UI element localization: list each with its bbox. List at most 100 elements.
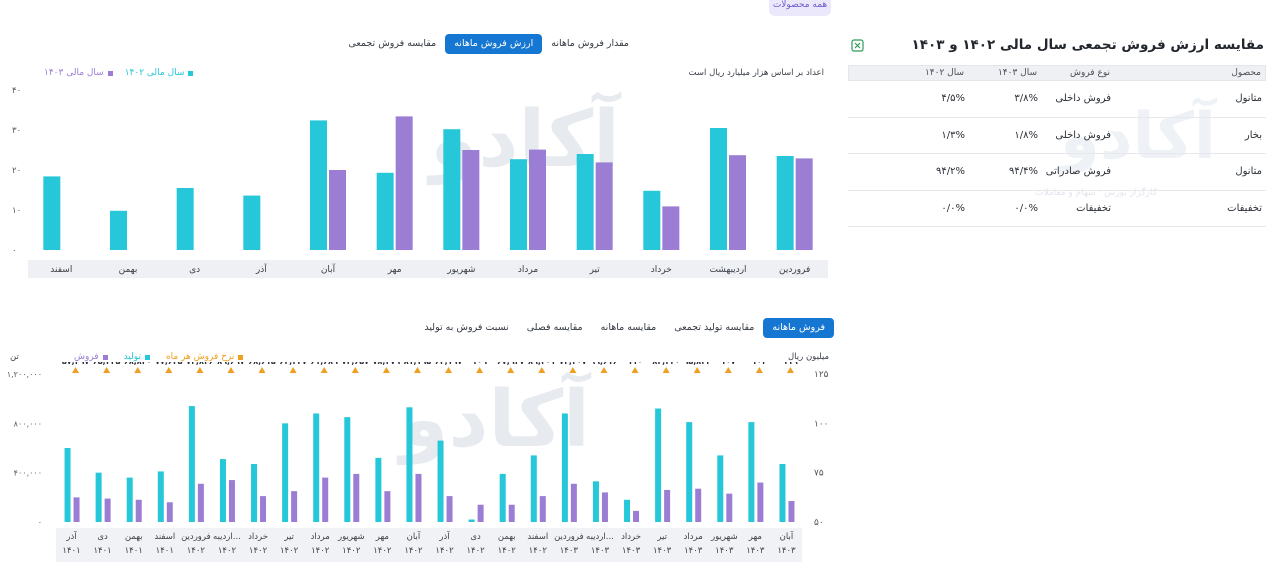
bar-1403: [729, 155, 746, 250]
header-product: محصول: [1231, 68, 1261, 78]
summary-title: مقایسه ارزش فروش تجمعی سال مالی ۱۴۰۲ و ۱…: [911, 37, 1264, 53]
bar-1403: [462, 150, 480, 250]
bar-1402: [643, 190, 661, 250]
monthly-sales-value-chart: ۰ ۱۰ ۲۰ ۳۰ ۴۰ فروردین اردیبهشت خرداد تیر مرداد شهر…: [12, 86, 828, 278]
x-tick-label: مرداد: [518, 265, 538, 275]
x-tick-month: اسفند: [154, 532, 175, 542]
x-tick-year: ۱۴۰۱: [62, 546, 80, 556]
x-tick-year: ۱۴۰۳: [653, 546, 672, 556]
bar-sales: [135, 499, 142, 522]
bar-sales: [322, 477, 329, 522]
bar-sales: [539, 496, 546, 522]
legend-label-rate: نرخ فروش هر ماه: [165, 352, 235, 362]
y-tick-label: ۰: [12, 246, 17, 256]
tab-monthly-compare[interactable]: مقایسه ماهانه: [600, 322, 657, 333]
table-row: متانول فروش داخلی ۳/۸% ۴/۵%: [848, 81, 1266, 118]
rate-data-label: ۸۹,۲۰۱: [528, 362, 555, 366]
x-tick-month: دی: [470, 532, 481, 542]
tab-cumulative-sales-compare[interactable]: مقایسه فروش تجمعی: [348, 38, 437, 49]
x-tick-year: ۱۴۰۲: [529, 546, 548, 556]
rate-marker: [755, 367, 763, 373]
rate-marker: [445, 367, 453, 373]
bar-sales: [228, 480, 235, 522]
y-tick-label: ۲۰: [12, 166, 21, 176]
rate-marker: [227, 367, 235, 373]
bar-sales: [788, 501, 795, 522]
legend-item-rate[interactable]: نرخ فروش هر ماه: [165, 352, 244, 362]
x-tick-month: اسفند: [527, 532, 548, 542]
cell-sale-type: فروش داخلی: [1055, 129, 1111, 141]
bar-production: [251, 464, 258, 522]
chart2-tabs: فروش ماهانه مقایسه تولید تجمعی مقایسه ما…: [415, 318, 834, 338]
bar-sales: [197, 483, 204, 522]
bar-production: [686, 422, 693, 522]
legend-item-sales[interactable]: فروش: [74, 352, 108, 362]
rate-marker: [724, 367, 732, 373]
y-right-tick-label: ۱۰۰: [814, 419, 829, 429]
rate-marker: [382, 367, 390, 373]
x-tick-label: تیر: [589, 265, 601, 275]
all-products-chip[interactable]: همه محصولات: [769, 0, 831, 16]
tab-cumulative-production[interactable]: مقایسه تولید تجمعی: [674, 322, 755, 333]
rate-data-label: ۷۲,۶۵۷: [342, 362, 370, 366]
bar-sales: [260, 496, 267, 522]
x-tick-year: ۱۴۰۲: [249, 546, 268, 556]
x-tick-month: بهمن: [125, 532, 143, 542]
bar-sales: [508, 504, 515, 522]
tab-sales-to-production[interactable]: نسبت فروش به تولید: [424, 322, 509, 333]
x-tick-year: ۱۴۰۱: [125, 546, 143, 556]
x-tick-year: ۱۴۰۲: [498, 546, 517, 556]
x-tick-month: مهر: [748, 532, 762, 542]
rate-data-label: ۹۵,۸۲۳: [683, 362, 711, 366]
bar-1402: [376, 172, 394, 250]
bar-1402: [176, 188, 194, 250]
x-tick-label: شهریور: [446, 265, 475, 275]
y-tick-label: ۴۰: [12, 86, 21, 96]
tab-seasonal-compare[interactable]: مقایسه فصلی: [526, 322, 583, 333]
y-left-tick-label: ۱,۲۰۰,۰۰۰: [7, 370, 42, 379]
x-tick-year: ۱۴۰۲: [218, 546, 237, 556]
x-tick-month: فروردین: [554, 532, 584, 542]
x-tick-month: شهریور: [337, 532, 365, 542]
rate-data-label: ۶۴,۱۹۷: [435, 362, 463, 366]
header-year-1402: سال ۱۴۰۲: [924, 68, 964, 78]
chart1-tabs: مقدار فروش ماهانه ارزش فروش ماهانه مقایس…: [339, 34, 638, 54]
rate-marker: [351, 367, 359, 373]
x-axis-band: [56, 528, 802, 562]
cell-product: بخار: [1244, 129, 1262, 141]
bar-1402: [310, 120, 327, 251]
table-row: متانول فروش صادراتی ۹۴/۴% ۹۴/۲%: [848, 154, 1266, 191]
rate-marker: [600, 367, 608, 373]
header-year-1403: سال ۱۴۰۳: [997, 68, 1037, 78]
bar-sales: [415, 473, 422, 522]
bar-1403: [595, 162, 613, 250]
x-tick-label: فروردین: [779, 265, 810, 275]
x-tick-label: بهمن: [119, 265, 138, 275]
x-tick-month: آذر: [438, 530, 450, 542]
tab-monthly-sales-value[interactable]: ارزش فروش ماهانه: [445, 34, 543, 54]
rate-marker: [165, 367, 173, 373]
tab-monthly-sales[interactable]: فروش ماهانه: [763, 318, 834, 338]
x-tick-year: ۱۴۰۲: [187, 546, 206, 556]
legend-item-1402[interactable]: سال مالی ۱۴۰۲: [125, 68, 194, 78]
rate-data-label: ۱۱۹: [783, 362, 798, 366]
legend-item-1403[interactable]: سال مالی ۱۴۰۳: [44, 68, 113, 78]
x-tick-month: مرداد: [684, 532, 703, 542]
tab-monthly-sales-amount[interactable]: مقدار فروش ماهانه: [551, 38, 629, 49]
bar-sales: [446, 496, 453, 522]
x-tick-year: ۱۴۰۲: [466, 546, 485, 556]
bar-sales: [664, 489, 671, 522]
rate-data-label: ۹۹,۶۱۶: [590, 362, 618, 366]
x-tick-month: تیر: [656, 532, 667, 542]
bar-production: [592, 481, 599, 522]
x-tick-year: ۱۴۰۳: [777, 546, 796, 556]
bar-production: [126, 477, 133, 522]
chart2-unit-right: میلیون ریال: [788, 352, 830, 362]
cell-year-1403: ۳/۸%: [1014, 93, 1038, 105]
legend-item-production[interactable]: تولید: [124, 352, 150, 362]
excel-icon[interactable]: [850, 38, 864, 52]
rate-marker: [786, 367, 794, 373]
legend-swatch-teal: [144, 354, 150, 360]
chart2-unit-left: تن: [10, 352, 19, 362]
bar-production: [406, 407, 413, 522]
